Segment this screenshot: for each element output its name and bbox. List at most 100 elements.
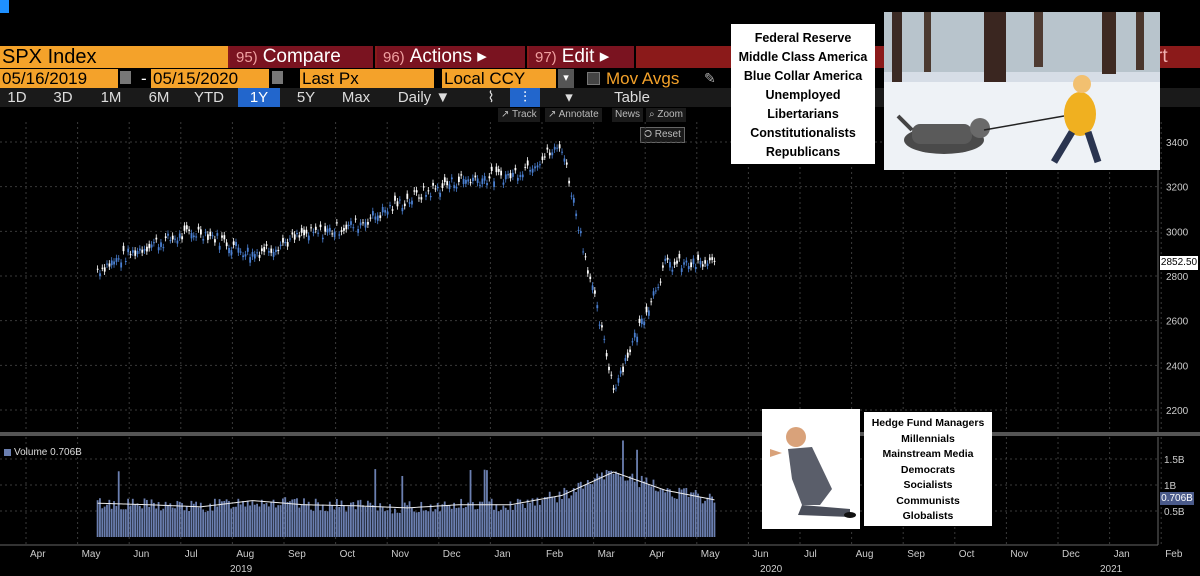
news-tool[interactable]: News [612,108,644,122]
meme-bottom-item: Hedge Fund Managers [871,417,985,429]
candle-body [183,225,186,231]
volume-bar [570,495,573,537]
volume-bar [183,510,186,537]
period-1d[interactable]: 1D [7,89,27,106]
candle-body [413,190,416,192]
pencil-icon[interactable]: ✎ [704,70,716,86]
candle-body [340,230,343,232]
zoom-tool[interactable]: ⌕ Zoom [646,108,686,122]
volume-bar [448,505,451,537]
period-1m[interactable]: 1M [100,89,122,106]
calendar-icon[interactable] [272,71,283,84]
chevron-down-icon[interactable]: ▾ [565,89,573,106]
volume-bar [394,508,396,537]
volume-bar [305,504,308,537]
period-5y[interactable]: 5Y [296,89,316,106]
candle-body [251,252,254,257]
edit-num: 97) [535,49,557,66]
candle-body [239,251,242,253]
candle-body [164,236,167,239]
ticker-field[interactable]: SPX Index [0,46,228,68]
volume-bar [486,470,488,537]
volume-bar [176,500,179,537]
x-tick-label: May [82,549,101,560]
volume-bar [134,504,137,537]
volume-bar [629,476,631,537]
annotate-tool[interactable]: ↗ Annotate [545,108,602,122]
volume-bar [155,508,158,537]
period-6m[interactable]: 6M [148,89,170,106]
volume-bar [376,510,379,537]
candle-body [624,358,627,361]
candle-body [362,222,364,224]
actions-label: Actions ▸ [409,46,487,67]
reset-button[interactable]: ⭘ Reset [640,127,685,143]
period-max[interactable]: Max [341,89,371,106]
edit-menu[interactable]: 97) Edit ▸ [529,46,636,68]
volume-bar [364,506,367,537]
actions-menu[interactable]: 96) Actions ▸ [377,46,527,68]
candle-body [101,267,104,269]
candle-body [467,179,470,182]
volume-bar [328,501,331,537]
candle-body [232,241,235,246]
chart-divider[interactable] [0,432,1200,436]
compare-menu[interactable]: 95) Compare [230,46,375,68]
volume-bar [242,501,244,537]
start-date-field[interactable]: 05/16/2019 [0,69,118,88]
end-date-field[interactable]: 05/15/2020 [151,69,269,88]
volume-bar [500,509,502,537]
candle-body [460,174,463,176]
line-chart-icon[interactable]: ⌇ [487,89,495,106]
volume-bar [524,507,527,537]
chevron-down-icon[interactable]: ▾ [558,69,574,88]
candle-body [171,235,174,240]
x-tick-label: Aug [236,549,254,560]
candle-body [458,176,460,183]
volume-bar [706,497,709,537]
last-price-badge: 2852.50 [1160,256,1198,270]
kneeling-man-photo [762,409,860,529]
edit-label: Edit ▸ [561,46,610,67]
volume-bar [124,509,127,537]
candlestick-icon[interactable]: ⫶ [510,88,540,107]
candle-body [376,215,379,221]
candle-body [519,175,522,177]
candle-body [446,181,449,186]
calendar-icon[interactable] [120,71,131,84]
mov-avgs-label[interactable]: Mov Avgs [606,69,680,88]
candle-body [664,258,667,262]
meme-top-item: Unemployed [765,88,841,102]
price-field-select[interactable]: Last Px [300,69,434,88]
kneeling-man-illustration [770,427,856,518]
candle-body [214,239,216,243]
track-tool[interactable]: ↗ Track [498,108,540,122]
period-ytd[interactable]: YTD [194,89,224,106]
candle-body [190,233,193,239]
mov-avgs-checkbox[interactable] [587,72,600,85]
candle-body [633,332,636,338]
candle-body [345,224,348,230]
frequency-select[interactable]: Daily ▼ [397,89,451,106]
volume-bar [460,498,463,537]
period-1y[interactable]: 1Y [238,88,280,107]
volume-bar [331,505,334,537]
volume-bar [178,501,181,537]
currency-select[interactable]: Local CCY [442,69,556,88]
x-tick-label: Nov [1010,549,1028,560]
volume-bar [379,503,382,537]
candle-body [706,263,709,266]
period-3d[interactable]: 3D [53,89,73,106]
right-menu-label[interactable]: rt [1156,46,1168,67]
volume-bar [246,500,249,537]
candle-body [265,244,268,246]
candle-body [708,257,711,261]
table-button[interactable]: Table [614,89,650,106]
candle-body [483,176,486,181]
volume-bar [150,499,153,537]
volume-bar [638,487,641,537]
volume-bar [697,493,699,537]
candle-body [176,240,179,244]
volume-bar [347,506,350,537]
volume-bar [314,498,317,537]
